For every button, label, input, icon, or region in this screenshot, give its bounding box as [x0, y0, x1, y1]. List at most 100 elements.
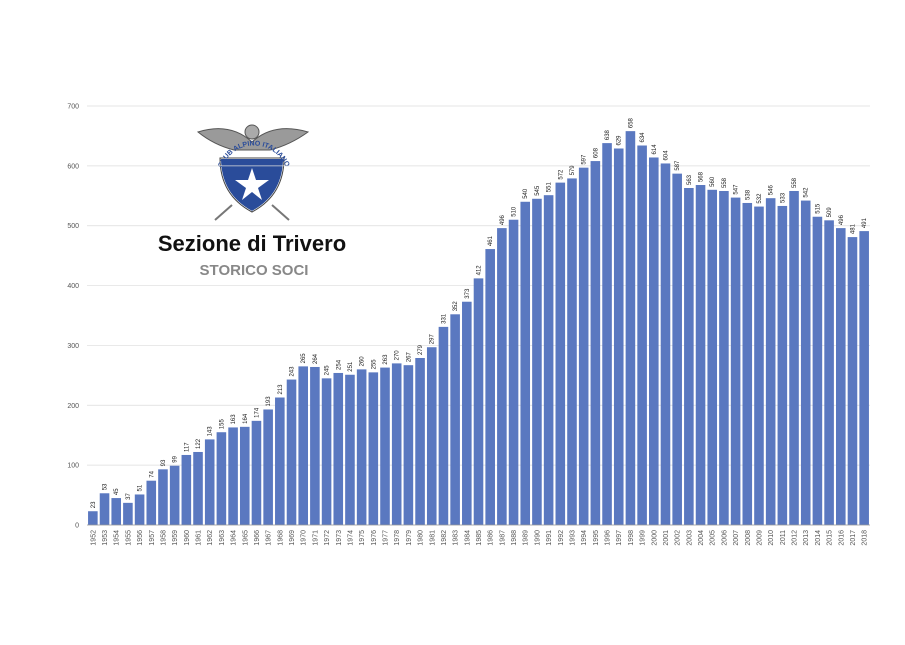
x-tick-label: 1959: [172, 530, 179, 546]
x-tick-label: 1982: [441, 530, 448, 546]
x-tick-label: 2004: [698, 530, 705, 546]
value-label: 270: [395, 350, 401, 361]
value-label: 533: [780, 192, 786, 203]
value-label: 597: [582, 154, 588, 165]
x-tick-label: 2013: [803, 530, 810, 546]
value-label: 551: [547, 182, 553, 193]
x-tick-label: 1998: [628, 530, 635, 546]
value-label: 254: [336, 359, 342, 370]
value-label: 412: [477, 265, 483, 276]
x-tick-label: 1986: [488, 530, 495, 546]
bar: [391, 363, 402, 525]
x-tick-label: 2003: [686, 530, 693, 546]
value-label: 37: [126, 493, 132, 500]
bar: [169, 465, 180, 525]
x-tick-label: 2007: [733, 530, 740, 546]
value-label: 373: [465, 288, 471, 299]
x-tick-label: 1955: [125, 530, 132, 546]
bar: [380, 367, 390, 525]
x-tick-label: 1980: [418, 530, 425, 546]
bar: [286, 379, 297, 525]
x-tick-label: 1960: [184, 530, 191, 546]
x-tick-label: 1972: [324, 530, 331, 546]
bar: [438, 326, 449, 525]
bar: [835, 228, 846, 525]
y-tick-label: 100: [67, 463, 79, 470]
y-tick-label: 600: [67, 163, 79, 170]
value-label: 243: [290, 366, 296, 377]
bar: [859, 231, 869, 525]
x-tick-label: 1981: [429, 530, 436, 546]
bar: [356, 369, 367, 525]
bar: [567, 178, 577, 526]
bar: [543, 195, 554, 526]
value-label: 245: [325, 365, 331, 376]
bar: [275, 397, 285, 525]
bar: [123, 502, 133, 525]
value-label: 509: [827, 207, 833, 218]
value-label: 352: [453, 301, 459, 312]
bar: [181, 454, 192, 525]
x-tick-label: 1988: [511, 530, 518, 546]
value-label: 267: [406, 352, 412, 363]
value-label: 53: [103, 483, 109, 490]
x-tick-label: 2002: [675, 530, 682, 546]
x-tick-label: 1983: [453, 530, 460, 546]
bar: [649, 157, 659, 525]
x-tick-label: 2008: [745, 530, 752, 546]
value-label: 638: [605, 129, 611, 140]
x-tick-label: 2009: [756, 530, 763, 546]
x-tick-label: 1976: [371, 530, 378, 546]
value-label: 174: [254, 407, 260, 418]
value-label: 260: [360, 356, 366, 367]
x-tick-label: 2011: [780, 530, 787, 545]
x-tick-label: 1970: [301, 530, 308, 546]
x-tick-label: 1973: [336, 530, 343, 546]
value-label: 542: [804, 187, 810, 198]
bar: [193, 451, 203, 525]
bar: [403, 365, 414, 525]
value-label: 264: [313, 353, 319, 364]
bar: [754, 206, 764, 525]
x-tick-label: 1962: [207, 530, 214, 546]
value-label: 99: [173, 455, 179, 462]
value-label: 23: [91, 501, 97, 508]
value-label: 560: [710, 176, 716, 187]
bar: [321, 378, 332, 525]
x-tick-label: 1987: [499, 530, 506, 546]
bar: [637, 145, 647, 525]
value-label: 634: [640, 132, 646, 143]
value-label: 213: [278, 384, 284, 395]
bar: [812, 216, 823, 525]
x-tick-label: 1992: [558, 530, 565, 546]
x-tick-label: 1984: [464, 530, 471, 546]
x-tick-label: 1991: [546, 530, 553, 546]
bar: [730, 197, 741, 525]
x-tick-label: 2017: [850, 530, 857, 546]
x-tick-label: 1999: [640, 530, 647, 546]
bar: [508, 219, 519, 525]
x-tick-label: 1978: [394, 530, 401, 546]
bar: [204, 439, 215, 525]
bar: [99, 493, 110, 525]
x-tick-label: 2012: [792, 530, 799, 546]
bar: [310, 366, 320, 525]
x-tick-label: 2006: [721, 530, 728, 546]
value-label: 251: [348, 361, 354, 372]
bar: [228, 427, 238, 525]
y-tick-label: 500: [67, 223, 79, 230]
value-label: 255: [371, 359, 377, 370]
value-label: 568: [699, 171, 705, 182]
bar: [415, 357, 425, 525]
value-label: 163: [231, 414, 237, 425]
value-label: 608: [593, 147, 599, 158]
value-label: 572: [558, 169, 564, 180]
bar: [789, 190, 799, 526]
y-tick-label: 400: [67, 283, 79, 290]
bar: [625, 131, 636, 525]
value-label: 117: [184, 442, 190, 452]
x-tick-label: 2010: [768, 530, 775, 546]
bar: [88, 511, 98, 525]
bar: [473, 278, 484, 525]
value-label: 74: [149, 470, 155, 477]
